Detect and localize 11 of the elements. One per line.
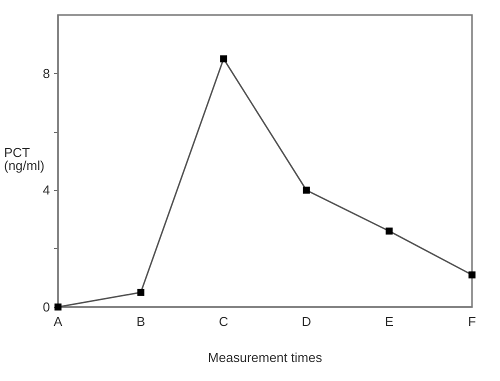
y-axis-title: PCT (ng/ml) [4,145,44,173]
x-tick-label: A [54,314,63,329]
y-tick-label: 4 [42,182,50,198]
x-tick-label: E [384,314,394,329]
y-tick-label: 0 [42,300,50,314]
x-tick-label: C [218,314,228,329]
x-tick-label: F [468,314,476,329]
y-tick-label: 8 [42,66,50,81]
x-axis-title: Measurement times [208,350,323,365]
x-tick-label: B [136,314,146,329]
x-tick-label: D [302,314,312,329]
